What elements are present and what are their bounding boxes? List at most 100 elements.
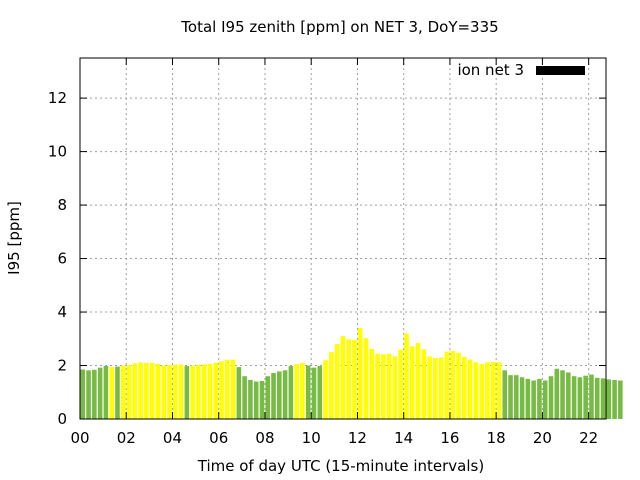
- grid: [80, 58, 606, 419]
- bar: [300, 362, 305, 419]
- bar: [554, 368, 560, 419]
- bar: [357, 328, 363, 419]
- bar: [265, 376, 271, 419]
- y-tick-label: 10: [48, 143, 67, 161]
- bar: [386, 353, 392, 419]
- bar: [144, 362, 149, 419]
- bar: [230, 359, 236, 419]
- bar: [201, 364, 207, 419]
- bar: [461, 356, 467, 419]
- bar: [450, 351, 456, 419]
- bar: [409, 346, 415, 419]
- bar: [415, 343, 421, 419]
- bar: [375, 353, 380, 419]
- y-tick-label: 6: [57, 250, 67, 268]
- bar: [126, 364, 132, 419]
- bar: [178, 364, 184, 419]
- bar: [566, 372, 571, 419]
- bar: [97, 367, 103, 419]
- bar: [618, 380, 623, 419]
- y-tick-label: 12: [48, 89, 67, 107]
- bar: [525, 378, 531, 419]
- bar: [606, 379, 612, 419]
- ticks: [79, 58, 606, 420]
- bar: [346, 339, 351, 419]
- bar: [485, 362, 490, 419]
- bar: [329, 352, 334, 419]
- bar: [594, 377, 600, 419]
- x-tick-label: 06: [209, 429, 228, 447]
- bar: [502, 370, 508, 419]
- bar: [577, 377, 583, 419]
- bar: [161, 365, 166, 419]
- bar: [213, 362, 219, 419]
- bar: [132, 363, 138, 419]
- x-tick-label: 20: [533, 429, 552, 447]
- y-tick-label: 0: [57, 410, 67, 428]
- bar: [236, 367, 242, 419]
- bar: [323, 360, 328, 419]
- chart-title: Total I95 zenith [ppm] on NET 3, DoY=335: [180, 18, 498, 36]
- bar: [404, 333, 409, 419]
- x-tick-label: 04: [163, 429, 182, 447]
- bar: [288, 366, 294, 419]
- bar: [190, 365, 195, 419]
- x-tick-label: 18: [487, 429, 506, 447]
- bar: [120, 365, 126, 419]
- y-tick-labels: 0 2 4 6 8 10 12: [48, 89, 67, 428]
- bars: [80, 328, 623, 419]
- bar: [438, 357, 444, 419]
- plot-frame: [79, 57, 607, 420]
- bar: [600, 378, 606, 419]
- bar: [427, 356, 432, 419]
- bar: [519, 377, 525, 419]
- bar: [467, 359, 473, 419]
- bar: [433, 358, 438, 419]
- bar: [294, 363, 299, 419]
- bar: [589, 374, 594, 419]
- bar: [456, 352, 461, 419]
- bar: [508, 375, 513, 419]
- x-tick-label: 08: [255, 429, 274, 447]
- x-tick-label: 22: [579, 429, 598, 447]
- bar: [398, 349, 403, 419]
- bar: [490, 361, 496, 419]
- y-axis-title: I95 [ppm]: [5, 201, 23, 275]
- x-tick-label: 10: [302, 429, 321, 447]
- bar: [473, 362, 479, 419]
- x-tick-labels: 00 02 04 06 08 10 12 14 16 18 20 22: [70, 429, 598, 447]
- bar: [172, 364, 178, 419]
- x-axis-title: Time of day UTC (15-minute intervals): [197, 457, 484, 475]
- bar: [184, 366, 190, 419]
- bar: [196, 364, 201, 419]
- bar: [207, 363, 213, 419]
- y-tick-label: 2: [57, 357, 67, 375]
- bar: [271, 373, 276, 419]
- legend: ion net 3: [457, 61, 585, 79]
- bar: [496, 362, 502, 419]
- bar: [369, 348, 375, 419]
- x-tick-label: 16: [440, 429, 459, 447]
- bar: [109, 367, 114, 419]
- bar: [514, 375, 519, 419]
- bar: [282, 370, 288, 419]
- bar: [149, 362, 155, 419]
- bar: [571, 376, 577, 419]
- bar: [305, 365, 311, 419]
- bar: [392, 356, 398, 419]
- bar: [381, 354, 386, 419]
- bar: [352, 339, 357, 419]
- bar: [242, 376, 247, 419]
- bar: [317, 366, 323, 419]
- bar: [219, 361, 224, 419]
- y-tick-label: 8: [57, 196, 67, 214]
- bar: [363, 338, 369, 419]
- bar: [225, 359, 230, 419]
- bar: [542, 380, 548, 419]
- bar: [138, 362, 143, 419]
- bar: [421, 349, 427, 419]
- x-tick-label: 14: [394, 429, 413, 447]
- bar: [277, 371, 282, 419]
- bar: [583, 375, 588, 419]
